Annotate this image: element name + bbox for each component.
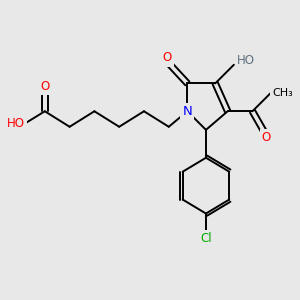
Text: HO: HO (237, 54, 255, 67)
Text: Cl: Cl (200, 232, 212, 245)
Text: O: O (163, 52, 172, 64)
Text: HO: HO (7, 117, 25, 130)
Text: CH₃: CH₃ (273, 88, 293, 98)
Text: N: N (182, 105, 192, 118)
Text: O: O (262, 131, 271, 144)
Text: O: O (40, 80, 50, 93)
